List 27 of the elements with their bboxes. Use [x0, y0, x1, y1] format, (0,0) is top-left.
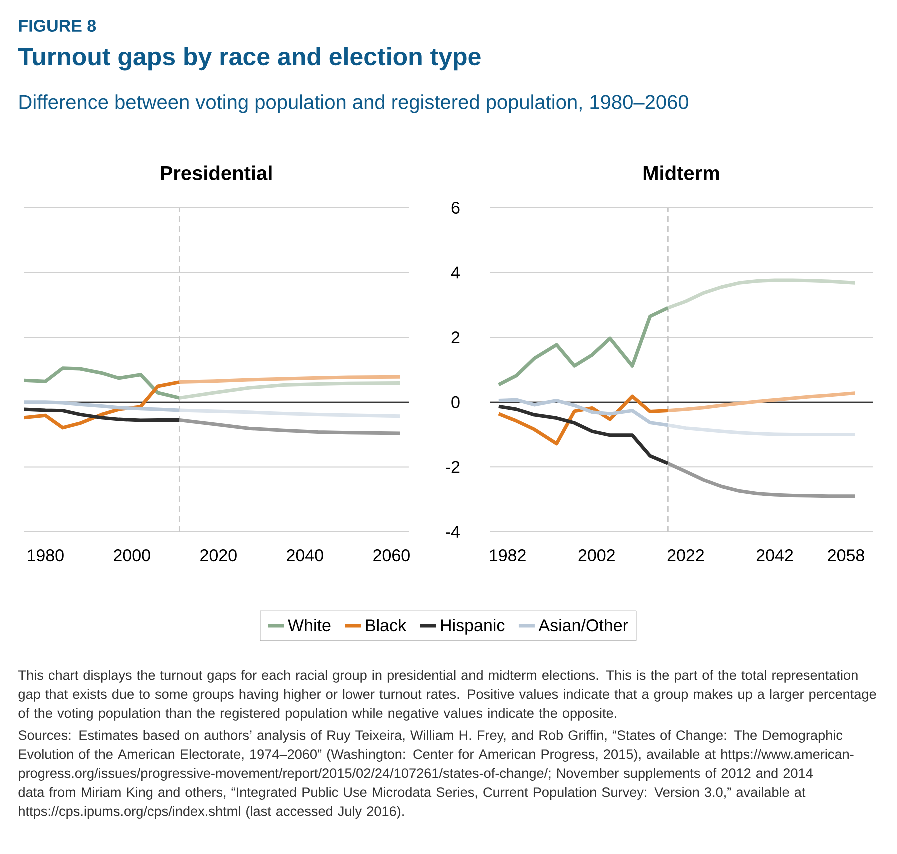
- x-tick-label: 1982: [490, 550, 526, 562]
- y-tick-label: 2: [452, 332, 460, 344]
- legend-label: Black: [366, 619, 407, 632]
- x-tick-label: 2022: [668, 550, 704, 562]
- y-tick-label: -4: [446, 526, 460, 538]
- x-tick-label: 1980: [28, 550, 64, 562]
- text: Turnout gaps by race and election type: [18, 47, 481, 71]
- x-tick-label: 2042: [756, 550, 794, 562]
- y-tick-label: -2: [446, 461, 460, 474]
- x-tick-label: 2060: [374, 550, 410, 562]
- y-tick-label: 4: [451, 266, 460, 279]
- x-tick-label: 2020: [200, 550, 237, 562]
- legend-label: Hispanic: [441, 619, 505, 635]
- legend-label: White: [288, 619, 331, 632]
- y-tick-label: 6: [452, 202, 460, 214]
- legend-label: Asian/Other: [538, 619, 628, 632]
- x-tick-label: 2002: [578, 550, 615, 562]
- x-tick-label: 2058: [828, 550, 864, 562]
- caption: FIGURE 8: [19, 20, 96, 32]
- chart-title: Midterm: [644, 166, 720, 180]
- text: This chart displays the turnout gaps for each racial group in presidential and midterm elections. This is the part of the total representation gap that exists due to some groups having higher or lower turnout rates. Positive values indicate that a group makes up a larger percentage of the voting population than the registered population while negative values indicate the opposite.: [18, 670, 876, 721]
- text: Difference between voting population and registered population, 1980–2060: [20, 94, 689, 114]
- chart-title: Presidential: [161, 166, 272, 180]
- x-tick-label: 2000: [114, 550, 150, 562]
- source-note: Sources: Estimates based on authors’ analysis of Ruy Teixeira, William H. Frey, and Rob Griffin, “States of Change: The Demographic Evolution of the American Electorate, 1974–2060” (Washington: Center for American Progress, 2015), available at https://www.american-progress.org/issues/progressive-movement/report/2015/02/24/107261/states-of-change/; November supplements of 2012 and 2014 data from Miriam King and others, “Integrated Public Use Microdata Series, Current Population Survey: Version 3.0,” available at https://cps.ipums.org/cps/index.shtml (last accessed July 2016).: [18, 730, 854, 819]
- x-tick-label: 2040: [287, 550, 324, 562]
- y-tick-label: 0: [452, 396, 460, 408]
